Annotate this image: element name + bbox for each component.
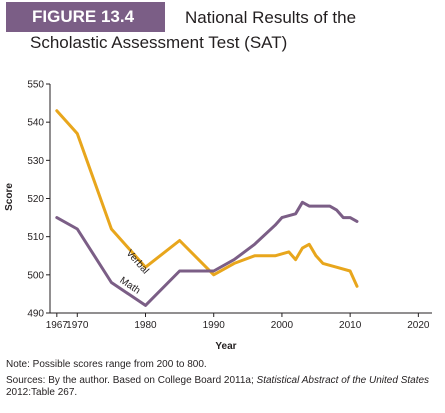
series-label-verbal: Verbal	[124, 248, 151, 276]
y-tick-label: 530	[27, 156, 44, 167]
y-axis-title: Score	[4, 183, 15, 211]
chart-note: Note: Possible scores range from 200 to …	[6, 359, 207, 370]
x-tick-label: 2020	[407, 320, 430, 331]
series-line-math	[55, 200, 359, 307]
y-tick-label: 510	[27, 232, 44, 243]
sources-text-1: Sources: By the author. Based on College…	[6, 375, 257, 386]
x-axis-title: Year	[215, 341, 236, 352]
x-tick-label: 2010	[339, 320, 362, 331]
series-line-verbal	[55, 109, 359, 288]
x-tick-label: 1970	[66, 320, 89, 331]
sources-text-2: 2012:Table 267.	[6, 387, 78, 398]
x-tick-label: 1990	[203, 320, 226, 331]
y-tick-label: 540	[27, 118, 44, 129]
y-tick-label: 500	[27, 270, 44, 281]
figure-title-line1: National Results of the	[185, 8, 357, 27]
x-tick-label: 1967	[46, 320, 69, 331]
y-tick-label: 550	[27, 80, 44, 91]
y-axis-ticks: 490 500 510 520 530 540 550	[27, 80, 50, 320]
y-tick-label: 490	[27, 309, 44, 320]
sources-text-italic: Statistical Abstract of the United State…	[256, 375, 430, 386]
x-tick-label: 2000	[271, 320, 294, 331]
series-layer	[55, 109, 359, 307]
x-tick-label: 1980	[134, 320, 157, 331]
y-tick-label: 520	[27, 194, 44, 205]
figure-title-line2: Scholastic Assessment Test (SAT)	[30, 33, 288, 52]
figure-label: FIGURE 13.4	[6, 2, 165, 32]
chart-sources: Sources: By the author. Based on College…	[6, 375, 438, 399]
